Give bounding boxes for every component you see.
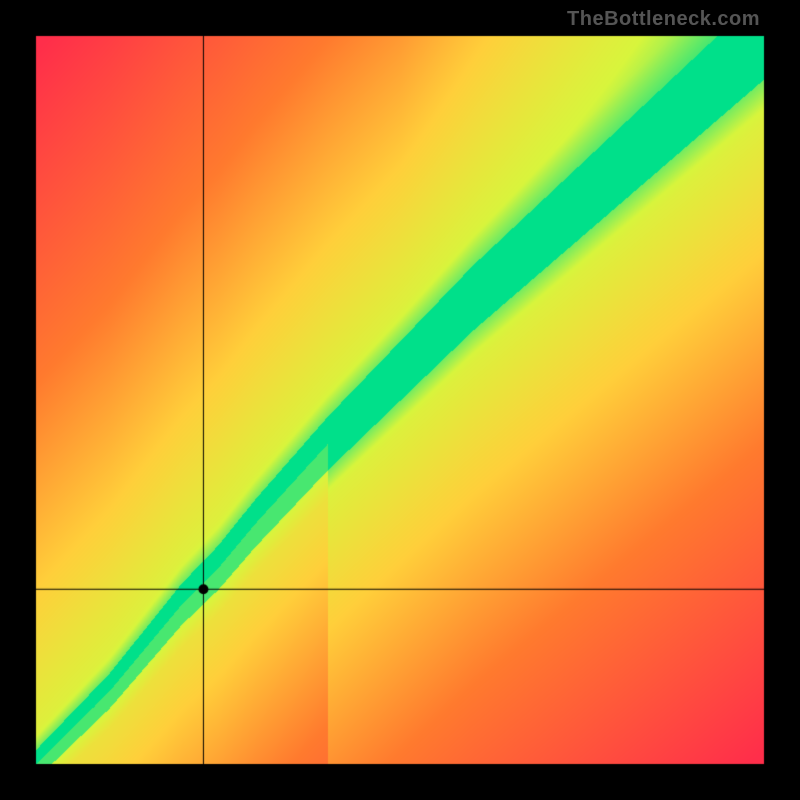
bottleneck-heatmap bbox=[0, 0, 800, 800]
watermark-text: TheBottleneck.com bbox=[567, 8, 760, 31]
chart-container: TheBottleneck.com bbox=[0, 0, 800, 800]
